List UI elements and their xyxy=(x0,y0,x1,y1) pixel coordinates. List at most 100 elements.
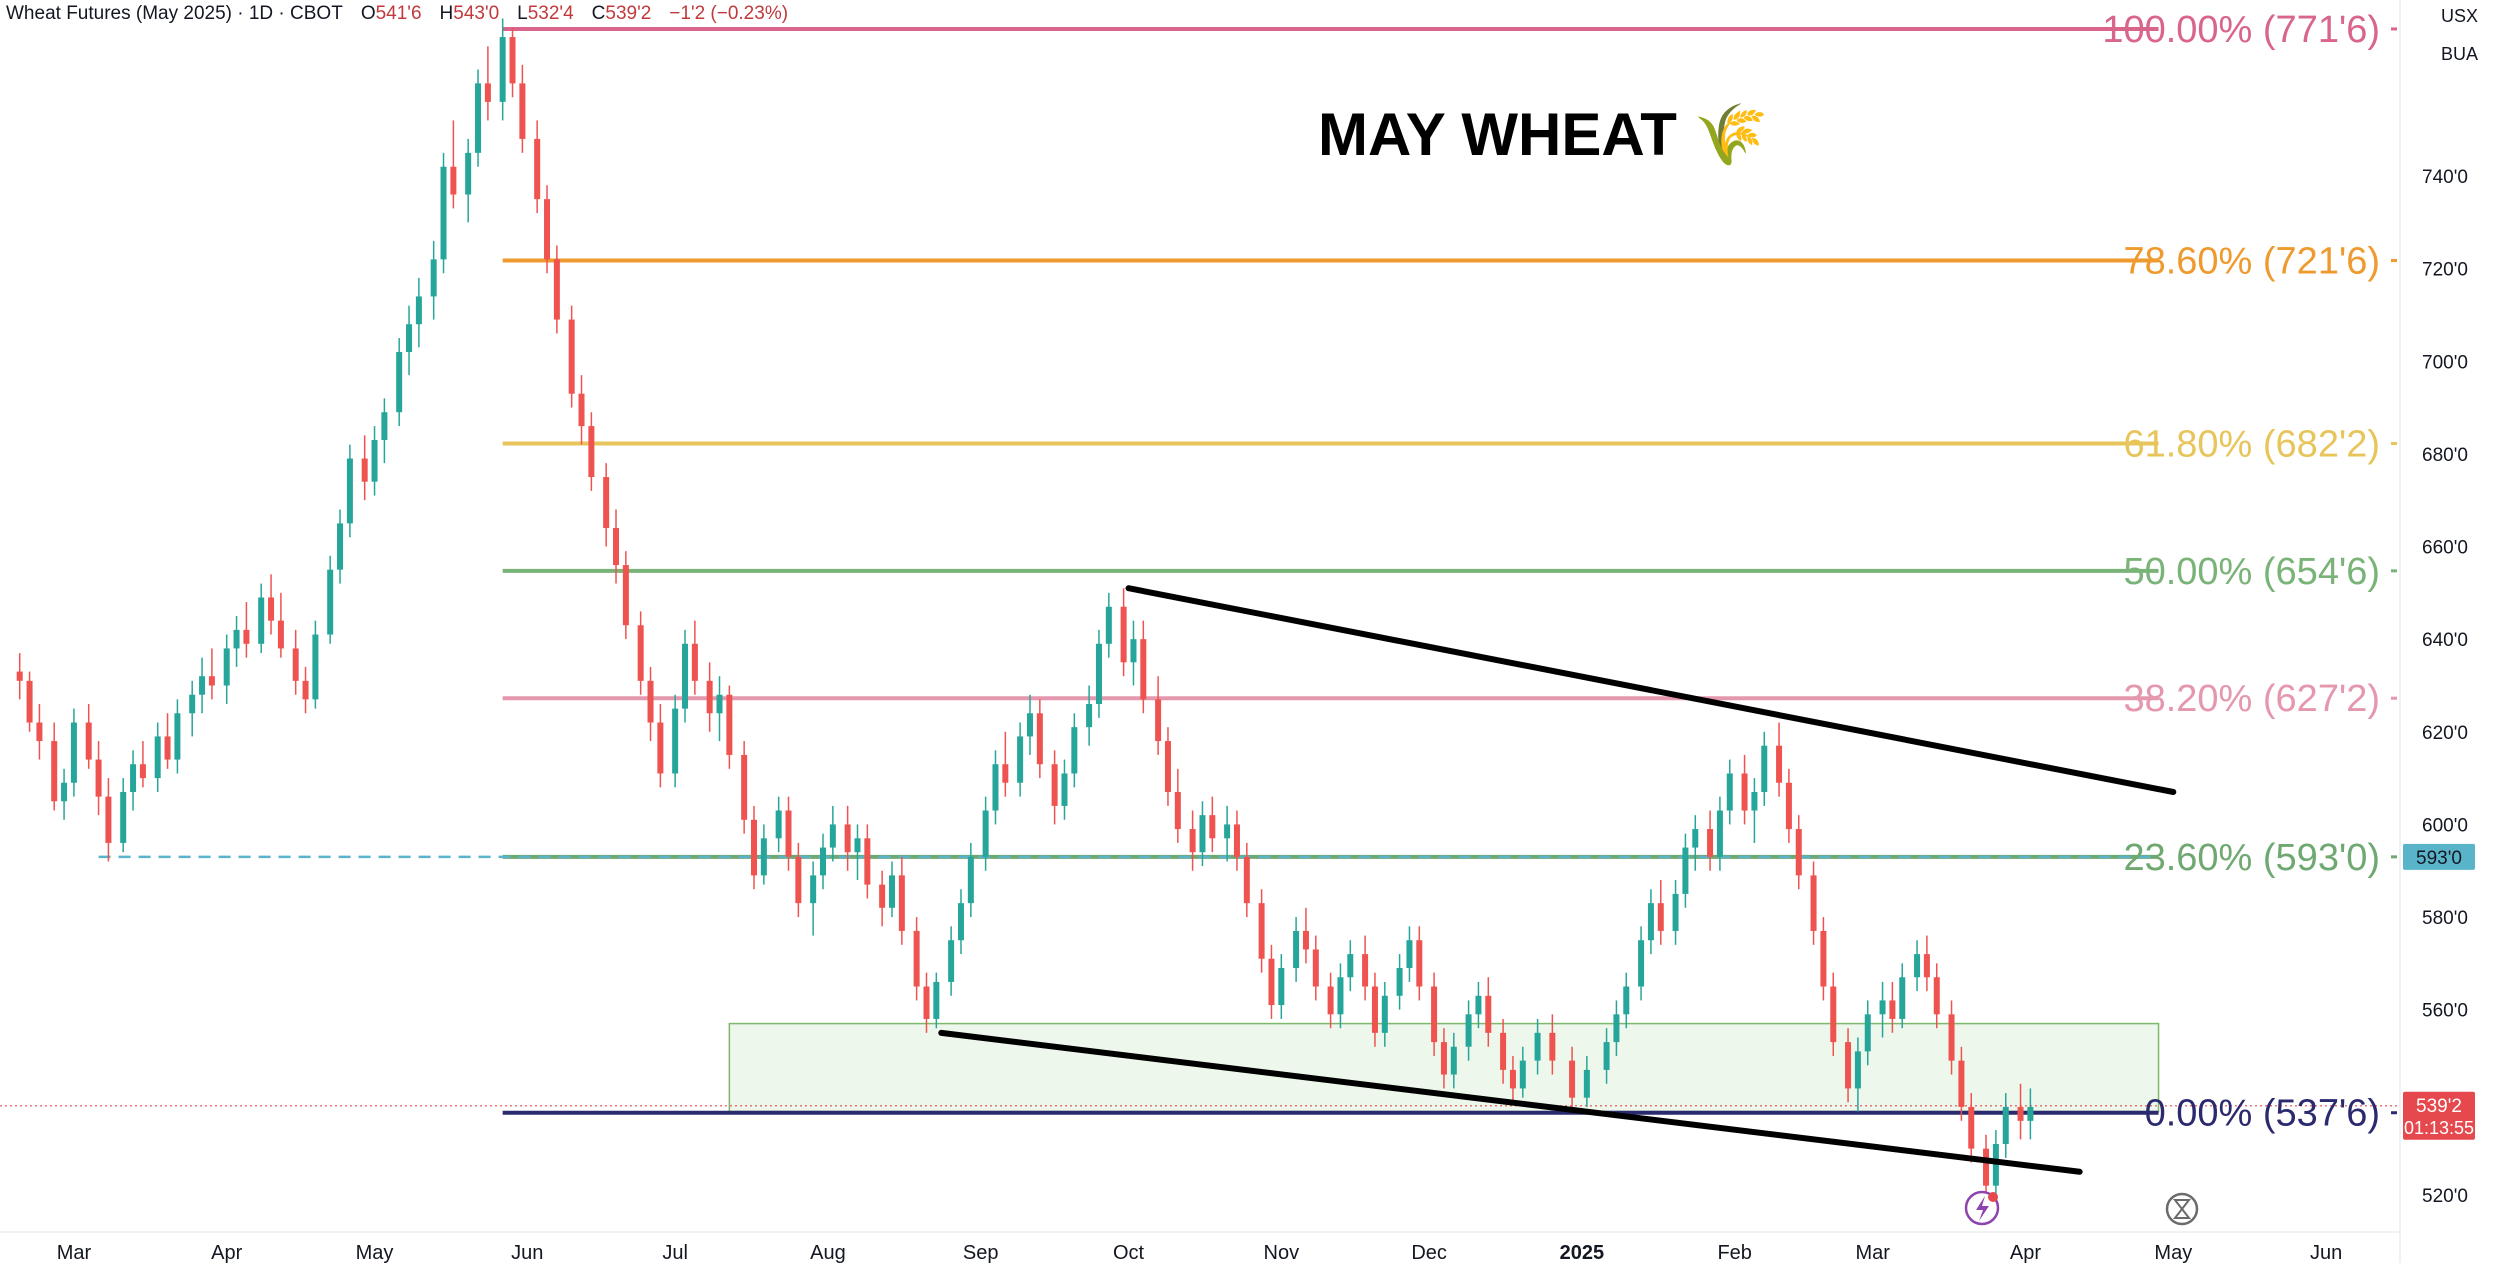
candle xyxy=(371,426,378,496)
candle xyxy=(327,555,334,644)
candle-body xyxy=(16,671,23,681)
candle-body xyxy=(898,875,905,931)
candle-body xyxy=(1583,1069,1590,1098)
trendline xyxy=(1125,585,2177,795)
candle xyxy=(1450,1032,1457,1089)
close-value: 539'2 xyxy=(605,3,652,24)
candle-body xyxy=(120,792,127,843)
y-tick-label: 680'0 xyxy=(2422,445,2468,466)
candle-body xyxy=(810,875,817,904)
candle-body xyxy=(647,680,654,723)
hourglass-icon[interactable] xyxy=(2165,1192,2199,1226)
candle-body xyxy=(1327,986,1334,1015)
candle-body xyxy=(36,722,43,742)
candle xyxy=(706,662,713,732)
candle xyxy=(1968,1093,1975,1163)
y-tick-label: 580'0 xyxy=(2422,908,2468,929)
candle xyxy=(396,338,403,427)
candle xyxy=(1500,1018,1507,1084)
candle-body xyxy=(1465,1014,1472,1047)
candle xyxy=(933,972,940,1029)
candle-body xyxy=(1381,995,1388,1033)
candle-body xyxy=(277,620,284,649)
candle xyxy=(1164,727,1171,806)
candle xyxy=(1233,810,1240,871)
candle-body xyxy=(751,819,758,876)
candle xyxy=(1948,1000,1955,1075)
candle xyxy=(726,685,733,769)
candle xyxy=(312,620,319,709)
currency-unit[interactable]: USX xyxy=(2440,6,2478,26)
candle xyxy=(1569,1046,1576,1112)
candle-body xyxy=(361,458,368,482)
y-tick-label: 600'0 xyxy=(2422,815,2468,836)
candle-body xyxy=(70,722,77,783)
candle-body xyxy=(1224,824,1231,839)
candle xyxy=(741,741,748,834)
candle xyxy=(1209,796,1216,853)
candle xyxy=(475,69,482,167)
candle xyxy=(603,463,610,547)
fib-label: 23.60% (593'0) xyxy=(2123,837,2380,879)
candle xyxy=(716,676,723,742)
candle xyxy=(1406,926,1413,982)
candle xyxy=(499,18,506,121)
candle-body xyxy=(346,458,353,524)
candle-body xyxy=(1968,1106,1975,1149)
candle-body xyxy=(854,838,861,853)
candle xyxy=(70,708,77,797)
quantity-unit[interactable]: BUA xyxy=(2440,44,2478,64)
candle-body xyxy=(957,903,964,941)
candle-body xyxy=(327,569,334,635)
open-label: O xyxy=(360,3,376,24)
high-label: H xyxy=(439,3,454,24)
candle-body xyxy=(509,37,516,84)
candle-body xyxy=(1278,968,1285,1006)
candle-body xyxy=(933,981,940,1019)
candle-body xyxy=(484,83,491,102)
candle-body xyxy=(982,810,989,857)
candle-body xyxy=(726,694,733,755)
candle-body xyxy=(450,166,457,195)
candle xyxy=(1017,722,1024,797)
candle-body xyxy=(1751,792,1758,811)
candle xyxy=(2002,1093,2009,1158)
candle-body xyxy=(657,722,664,774)
candle-body xyxy=(844,824,851,853)
candle xyxy=(1519,1046,1526,1098)
candle-body xyxy=(51,741,58,802)
candle xyxy=(568,305,575,408)
fib-label: 0.00% (537'6) xyxy=(2145,1093,2380,1135)
candle xyxy=(1647,889,1654,955)
candle xyxy=(1820,917,1827,1001)
x-tick-label: Oct xyxy=(1113,1242,1145,1263)
candle xyxy=(1302,907,1309,964)
candle-body xyxy=(1155,699,1162,742)
candle-body xyxy=(1061,773,1068,806)
candle xyxy=(1845,1028,1852,1103)
candle xyxy=(1061,759,1068,820)
candle xyxy=(795,842,802,918)
candle-body xyxy=(1845,1042,1852,1089)
candle-body xyxy=(1209,815,1216,839)
candle xyxy=(810,861,817,936)
candle xyxy=(1741,754,1748,825)
candle-body xyxy=(1026,713,1033,737)
candle xyxy=(484,46,491,121)
candle xyxy=(16,653,23,700)
candle-body xyxy=(2002,1106,2009,1144)
candle-body xyxy=(760,838,767,876)
fib-label: 50.00% (654'6) xyxy=(2123,551,2380,593)
candle-body xyxy=(1992,1144,1999,1186)
candle-body xyxy=(26,680,33,723)
candle xyxy=(1854,1037,1861,1112)
candle-body xyxy=(888,875,895,908)
lightning-icon[interactable] xyxy=(1964,1190,2000,1226)
candle-body xyxy=(371,440,378,482)
candle-body xyxy=(1923,954,1930,978)
candle-body xyxy=(1199,815,1206,853)
candle xyxy=(1983,1134,1990,1200)
candle-body xyxy=(189,694,196,714)
candle xyxy=(1155,676,1162,755)
